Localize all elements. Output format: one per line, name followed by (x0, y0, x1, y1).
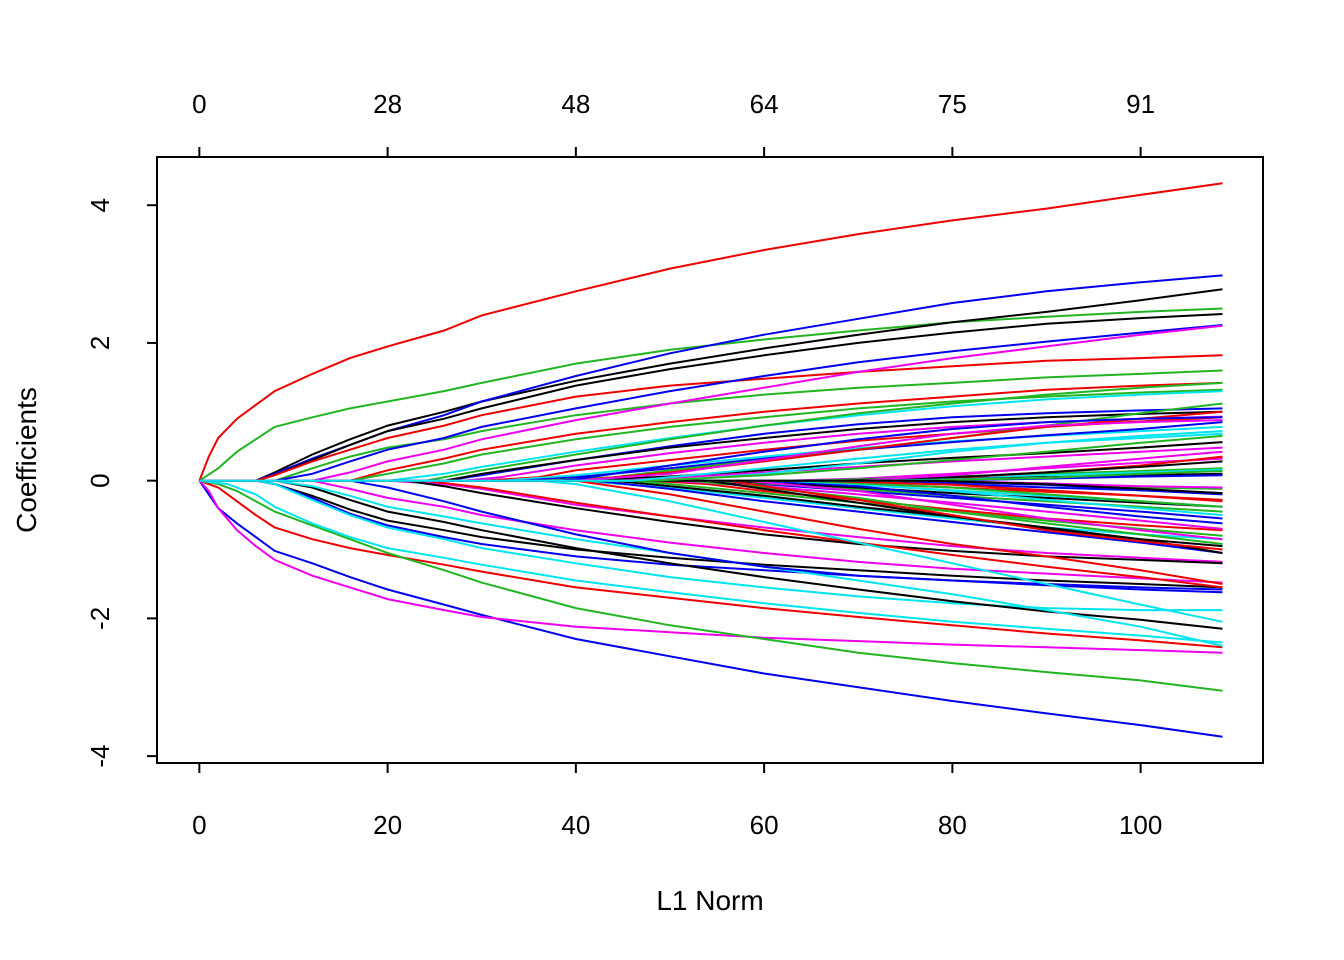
series-line-19 (199, 479, 1223, 647)
x-tick-label: 20 (373, 810, 402, 840)
series-line-29 (199, 381, 1223, 482)
series-line-4 (198, 480, 1223, 654)
y-tick-label: 0 (85, 473, 115, 487)
series-line-20 (199, 479, 1223, 584)
x-tick-label: 80 (938, 810, 967, 840)
y-tick-label: -2 (85, 607, 115, 630)
series-line-77 (199, 434, 1223, 482)
y-tick-label: -4 (85, 745, 115, 768)
x-tick-label: 60 (750, 810, 779, 840)
series-line-60 (199, 479, 1223, 545)
top-tick-label: 28 (373, 89, 402, 119)
series-line-61 (199, 479, 1223, 548)
series-line-79 (199, 432, 1223, 482)
series-line-12 (199, 369, 1223, 482)
top-tick-label: 91 (1126, 89, 1155, 119)
top-tick-label: 0 (192, 89, 206, 119)
series-line-27 (199, 479, 1223, 589)
series-line-75 (199, 479, 1223, 623)
y-tick-label: 4 (85, 198, 115, 212)
series-line-6 (199, 479, 1223, 692)
series-line-39 (199, 479, 1223, 554)
series-line-9 (199, 274, 1223, 482)
series-line-30 (199, 410, 1223, 482)
x-tick-label: 40 (561, 810, 590, 840)
top-tick-label: 64 (750, 89, 779, 119)
top-tick-label: 48 (561, 89, 590, 119)
series-line-11 (199, 354, 1223, 482)
series-line-1 (198, 182, 1223, 482)
y-axis: -4 -2 0 2 4 (85, 198, 158, 768)
x-axis: 0 20 40 60 80 100 (192, 762, 1162, 840)
series-line-18 (199, 479, 1223, 630)
series-line-22 (199, 381, 1223, 482)
series-line-7 (199, 479, 1223, 644)
y-axis-title: Coefficients (11, 387, 42, 533)
series-line-73 (199, 479, 1223, 495)
x-tick-label: 100 (1119, 810, 1162, 840)
series-line-26 (199, 479, 1223, 565)
series-line-2 (198, 480, 1223, 738)
y-tick-label: 2 (85, 336, 115, 350)
series-layer (198, 182, 1223, 738)
series-line-5 (199, 479, 1223, 649)
series-line-74 (199, 479, 1223, 585)
x-axis-title: L1 Norm (656, 885, 763, 916)
series-line-25 (199, 479, 1223, 563)
series-line-13 (199, 324, 1223, 482)
series-line-23 (199, 388, 1223, 482)
x-tick-label: 0 (192, 810, 206, 840)
series-line-8 (199, 288, 1223, 482)
series-line-14 (199, 324, 1223, 482)
top-tick-label: 75 (938, 89, 967, 119)
series-line-78 (199, 419, 1223, 482)
top-axis: 0 28 48 64 75 91 (192, 89, 1155, 158)
